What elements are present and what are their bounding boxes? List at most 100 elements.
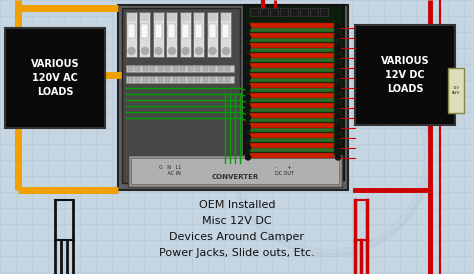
Bar xyxy=(250,73,334,82)
Circle shape xyxy=(168,47,175,55)
Circle shape xyxy=(246,155,250,160)
Bar xyxy=(122,8,240,183)
Circle shape xyxy=(209,47,216,55)
Bar xyxy=(250,23,334,32)
Bar xyxy=(128,77,133,82)
Bar xyxy=(181,77,185,82)
Bar xyxy=(222,24,229,38)
Bar xyxy=(250,53,334,58)
Bar xyxy=(250,133,334,138)
Bar xyxy=(250,113,334,118)
Circle shape xyxy=(336,155,340,160)
Circle shape xyxy=(336,65,340,70)
Bar xyxy=(131,158,339,184)
Circle shape xyxy=(336,35,340,40)
Bar xyxy=(290,8,298,16)
Circle shape xyxy=(195,47,202,55)
Bar xyxy=(250,93,334,102)
Bar xyxy=(193,12,204,57)
Bar xyxy=(151,77,155,82)
Bar xyxy=(195,77,201,82)
Circle shape xyxy=(336,95,340,100)
Bar xyxy=(203,66,208,71)
Circle shape xyxy=(246,65,250,70)
Circle shape xyxy=(222,47,229,55)
Circle shape xyxy=(336,45,340,50)
Bar xyxy=(250,33,334,38)
Text: G   N   L1
     AC IN: G N L1 AC IN xyxy=(159,165,181,176)
Bar xyxy=(136,66,140,71)
Bar xyxy=(280,8,288,16)
Bar xyxy=(165,77,171,82)
Bar xyxy=(126,65,234,72)
Bar xyxy=(300,8,308,16)
Bar xyxy=(250,103,334,112)
Circle shape xyxy=(142,47,148,55)
Bar xyxy=(250,53,334,62)
Text: Misc 12V DC: Misc 12V DC xyxy=(202,216,272,226)
Bar xyxy=(250,153,334,158)
Bar xyxy=(270,8,278,16)
Bar xyxy=(250,73,334,78)
Text: Power Jacks, Slide outs, Etc.: Power Jacks, Slide outs, Etc. xyxy=(159,248,315,258)
Bar xyxy=(203,77,208,82)
Bar xyxy=(126,12,137,57)
Bar xyxy=(209,24,216,38)
Circle shape xyxy=(246,125,250,130)
Bar xyxy=(218,77,223,82)
Bar xyxy=(310,8,318,16)
Circle shape xyxy=(336,125,340,130)
Bar xyxy=(143,77,148,82)
Bar xyxy=(250,93,334,98)
Bar xyxy=(181,13,190,21)
Bar xyxy=(207,12,218,57)
Bar xyxy=(128,155,342,187)
Circle shape xyxy=(336,135,340,140)
Bar xyxy=(221,13,230,21)
Bar xyxy=(136,77,140,82)
Circle shape xyxy=(336,105,340,110)
Bar xyxy=(140,13,149,21)
Bar xyxy=(195,24,202,38)
Bar xyxy=(153,12,164,57)
Bar xyxy=(226,77,230,82)
Bar xyxy=(210,77,216,82)
Text: VARIOUS
12V DC
LOADS: VARIOUS 12V DC LOADS xyxy=(381,56,429,94)
Bar xyxy=(250,143,334,152)
Circle shape xyxy=(336,85,340,90)
Bar xyxy=(188,66,193,71)
Bar xyxy=(151,66,155,71)
Bar xyxy=(139,12,151,57)
Bar xyxy=(173,66,178,71)
Bar xyxy=(127,13,136,21)
Bar xyxy=(166,12,177,57)
Bar xyxy=(180,12,191,57)
Text: VARIOUS
120V AC
LOADS: VARIOUS 120V AC LOADS xyxy=(31,59,79,97)
Circle shape xyxy=(336,145,340,150)
Text: -       +
  DC OUT: - + DC OUT xyxy=(272,165,294,176)
Text: CONVERTER: CONVERTER xyxy=(211,174,259,180)
Bar xyxy=(118,5,348,190)
Bar xyxy=(218,66,223,71)
Bar xyxy=(250,113,334,122)
Text: Devices Around Camper: Devices Around Camper xyxy=(170,232,304,242)
Bar xyxy=(158,66,163,71)
Circle shape xyxy=(246,115,250,120)
Bar xyxy=(250,33,334,42)
Bar xyxy=(250,103,334,108)
Circle shape xyxy=(246,75,250,80)
Bar xyxy=(142,24,148,38)
Text: OEM Installed: OEM Installed xyxy=(199,200,275,210)
Bar xyxy=(220,12,231,57)
Bar xyxy=(250,23,334,28)
Bar xyxy=(250,63,334,68)
Circle shape xyxy=(246,85,250,90)
Bar xyxy=(5,28,105,128)
Circle shape xyxy=(336,25,340,30)
Bar xyxy=(128,66,133,71)
Circle shape xyxy=(246,105,250,110)
Bar xyxy=(126,76,234,83)
Bar xyxy=(173,77,178,82)
Circle shape xyxy=(336,75,340,80)
Bar xyxy=(260,8,268,16)
